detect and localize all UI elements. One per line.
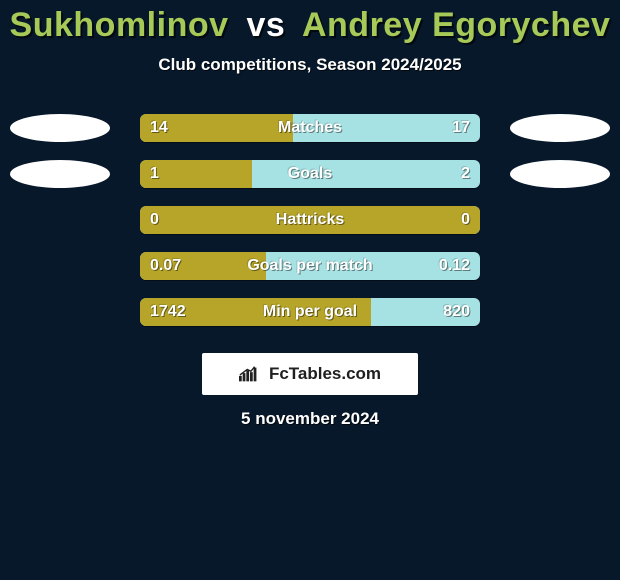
metric-label: Goals per match bbox=[247, 257, 372, 275]
metric-row: Min per goal 1742 820 bbox=[0, 289, 620, 335]
player2-avatar bbox=[510, 114, 610, 142]
metric-row: Goals per match 0.07 0.12 bbox=[0, 243, 620, 289]
brand-text: FcTables.com bbox=[269, 364, 381, 384]
player1-name: Sukhomlinov bbox=[10, 6, 229, 44]
metric-value-right: 0 bbox=[461, 211, 470, 229]
vs-text: vs bbox=[246, 6, 285, 44]
metric-bar-track: Goals 1 2 bbox=[140, 160, 480, 188]
metric-row: Hattricks 0 0 bbox=[0, 197, 620, 243]
metric-bar-track: Matches 14 17 bbox=[140, 114, 480, 142]
metric-value-left: 1 bbox=[150, 165, 159, 183]
metric-value-right: 2 bbox=[461, 165, 470, 183]
brand-badge: FcTables.com bbox=[202, 353, 418, 395]
metric-label: Hattricks bbox=[276, 211, 344, 229]
metric-value-right: 17 bbox=[452, 119, 470, 137]
infographic-root: Sukhomlinov vs Andrey Egorychev Club com… bbox=[0, 0, 620, 580]
comparison-title: Sukhomlinov vs Andrey Egorychev bbox=[0, 0, 620, 45]
metric-value-right: 0.12 bbox=[439, 257, 470, 275]
metric-bar-track: Min per goal 1742 820 bbox=[140, 298, 480, 326]
brand-bars-icon bbox=[239, 366, 261, 382]
player2-name: Andrey Egorychev bbox=[302, 6, 610, 44]
metric-row: Goals 1 2 bbox=[0, 151, 620, 197]
metric-value-left: 14 bbox=[150, 119, 168, 137]
player2-avatar bbox=[510, 160, 610, 188]
date-text: 5 november 2024 bbox=[0, 409, 620, 429]
metric-label: Goals bbox=[288, 165, 332, 183]
metric-value-right: 820 bbox=[443, 303, 470, 321]
metric-row: Matches 14 17 bbox=[0, 105, 620, 151]
metric-label: Min per goal bbox=[263, 303, 357, 321]
metric-value-left: 1742 bbox=[150, 303, 186, 321]
subtitle: Club competitions, Season 2024/2025 bbox=[0, 55, 620, 75]
player1-avatar bbox=[10, 160, 110, 188]
metric-bar-track: Hattricks 0 0 bbox=[140, 206, 480, 234]
player1-avatar bbox=[10, 114, 110, 142]
metric-value-left: 0 bbox=[150, 211, 159, 229]
metric-value-left: 0.07 bbox=[150, 257, 181, 275]
metric-bar-track: Goals per match 0.07 0.12 bbox=[140, 252, 480, 280]
metric-label: Matches bbox=[278, 119, 342, 137]
metrics-list: Matches 14 17 Goals 1 2 Hattricks 0 0 Goals per m… bbox=[0, 105, 620, 335]
